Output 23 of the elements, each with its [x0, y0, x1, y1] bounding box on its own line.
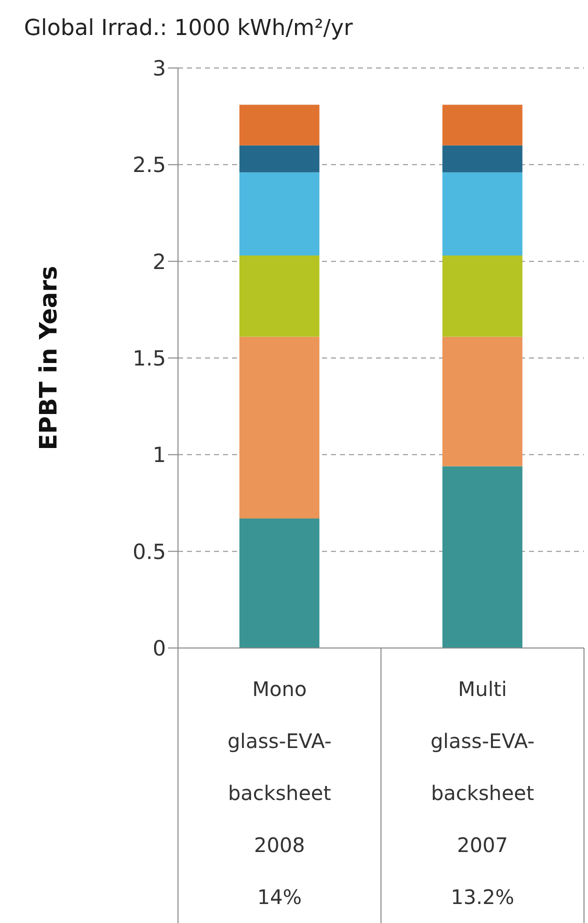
bar	[442, 466, 522, 648]
bar	[239, 172, 320, 256]
y-tick-label: 2	[152, 250, 166, 274]
bar	[239, 256, 320, 337]
y-tick-label: 1	[152, 443, 166, 468]
bar	[239, 104, 320, 146]
bar	[239, 145, 320, 172]
y-tick-label: 3	[152, 56, 166, 80]
bar	[239, 518, 320, 648]
bar	[442, 145, 522, 172]
bar	[239, 336, 320, 518]
bar	[442, 256, 522, 337]
y-axis-title: EPBT in Years	[34, 266, 63, 450]
category-label: Multi glass-EVA- backsheet 2007 13.2%	[430, 677, 535, 909]
bar	[442, 104, 522, 146]
bar	[442, 336, 522, 466]
y-tick-label: 1.5	[132, 346, 166, 370]
y-tick-label: 0	[152, 636, 166, 660]
y-tick-label: 0.5	[132, 540, 166, 564]
chart-title: Global Irrad.: 1000 kWh/m²/yr	[24, 16, 353, 41]
category-label: Mono glass-EVA- backsheet 2008 14%	[227, 677, 332, 909]
y-tick-label: 2.5	[132, 153, 166, 178]
bar	[442, 172, 522, 256]
